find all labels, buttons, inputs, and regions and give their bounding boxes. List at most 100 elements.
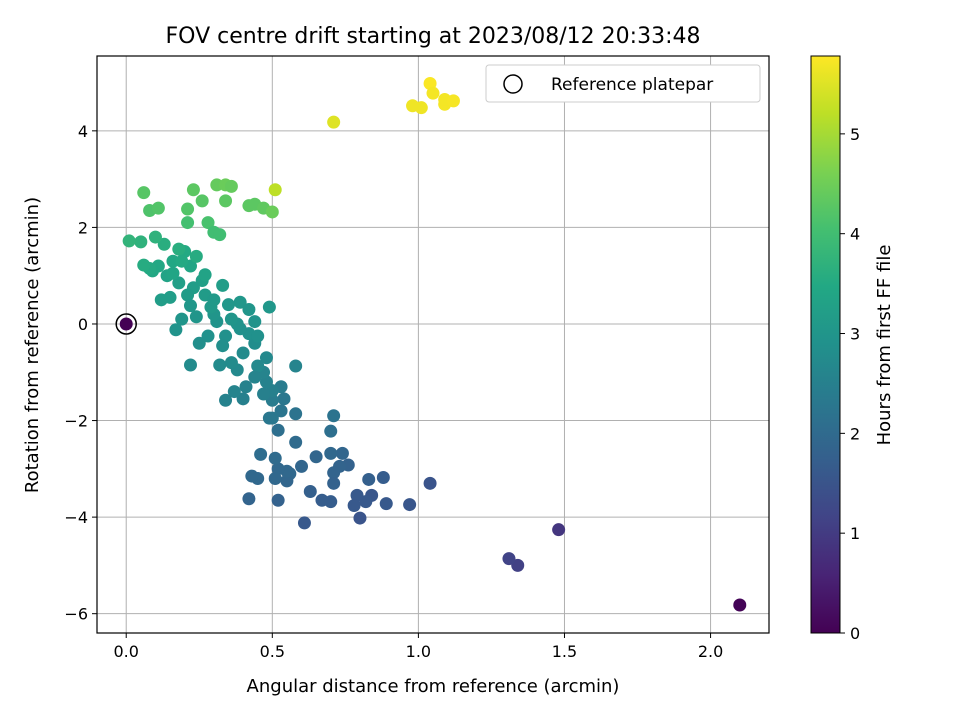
y-axis-ticks: −6 −4 −2 0 2 4 (64, 122, 97, 624)
data-point (315, 493, 329, 507)
x-axis-ticks: 0.0 0.5 1.0 1.5 2.0 (113, 633, 723, 661)
data-point (181, 202, 195, 216)
data-point (309, 450, 323, 464)
colorbar (810, 55, 841, 634)
data-point (154, 293, 168, 307)
data-point (271, 493, 285, 507)
colorbar-tick-label: 5 (850, 125, 860, 144)
data-point (216, 339, 230, 353)
data-point (242, 492, 256, 506)
data-point (353, 511, 367, 525)
y-tick-label: 2 (78, 218, 88, 237)
data-point (277, 392, 291, 406)
data-point (122, 234, 136, 248)
data-point (213, 228, 227, 242)
colorbar-tick-label: 1 (850, 524, 860, 543)
data-point (271, 423, 285, 437)
data-point (172, 276, 186, 290)
data-point (248, 315, 262, 329)
data-point (207, 293, 221, 307)
y-tick-label: 0 (78, 315, 88, 334)
y-tick-label: −2 (64, 412, 88, 431)
data-point (327, 466, 341, 480)
data-point (236, 346, 250, 360)
data-point (242, 302, 256, 316)
data-point (251, 329, 265, 343)
data-point (137, 186, 151, 200)
y-axis-label: Rotation from reference (arcmin) (22, 197, 43, 493)
reference-marker (115, 313, 137, 335)
data-point (268, 451, 282, 465)
data-point (166, 266, 180, 280)
colorbar-ticks: 0 1 2 3 4 5 (840, 125, 860, 643)
colorbar-label: Hours from first FF file (874, 245, 895, 446)
data-point (175, 254, 189, 268)
data-point (259, 351, 273, 365)
data-point (201, 216, 215, 230)
data-point (233, 295, 247, 309)
data-point (236, 392, 250, 406)
data-point (201, 329, 215, 343)
data-point (227, 385, 241, 399)
data-point (181, 288, 195, 302)
grid (97, 56, 769, 633)
colorbar-tick-label: 3 (850, 325, 860, 344)
data-point (552, 523, 566, 537)
y-tick-label: 4 (78, 122, 88, 141)
data-point (198, 268, 212, 282)
data-point (280, 474, 294, 488)
data-point (295, 459, 309, 473)
data-point (172, 242, 186, 256)
data-point (327, 115, 341, 129)
data-point (423, 476, 437, 490)
x-tick-label: 2.0 (698, 642, 723, 661)
data-point (414, 101, 428, 115)
colorbar-tick-label: 4 (850, 225, 860, 244)
chart-title: FOV centre drift starting at 2023/08/12 … (166, 24, 701, 49)
data-point (219, 393, 233, 407)
data-point (183, 358, 197, 372)
y-tick-label: −6 (64, 605, 88, 624)
data-point (268, 471, 282, 485)
data-point (134, 235, 148, 249)
data-point (327, 409, 341, 423)
data-point (289, 435, 303, 449)
data-point (224, 179, 238, 193)
data-point (189, 249, 203, 263)
data-point (350, 488, 364, 502)
x-axis-label: Angular distance from reference (arcmin) (247, 676, 620, 697)
data-point (362, 472, 376, 486)
data-point (224, 356, 238, 370)
legend-entry-reference: Reference platepar (551, 75, 713, 95)
data-points (122, 77, 747, 612)
data-point (137, 258, 151, 272)
data-point (224, 312, 238, 326)
data-point (151, 201, 165, 215)
data-point (324, 424, 338, 438)
legend: Reference platepar (485, 64, 761, 103)
data-point (297, 516, 311, 530)
data-point (195, 194, 209, 208)
data-point (446, 94, 460, 108)
data-point (733, 598, 747, 612)
data-point (327, 476, 341, 490)
data-point (379, 497, 393, 511)
y-tick-label: −4 (64, 508, 88, 527)
reference-marker-layer (115, 313, 137, 335)
legend-reference-marker (503, 74, 523, 94)
legend-box (485, 64, 761, 103)
x-tick-label: 0.5 (260, 642, 285, 661)
data-point (192, 336, 206, 350)
data-point (262, 300, 276, 314)
data-point (213, 358, 227, 372)
reference-point-fill (119, 317, 133, 331)
data-point (254, 447, 268, 461)
colorbar-tick-label: 2 (850, 424, 860, 443)
data-point (219, 194, 233, 208)
data-point (251, 359, 265, 373)
data-point (268, 183, 282, 197)
data-point (324, 446, 338, 460)
data-point (289, 407, 303, 421)
